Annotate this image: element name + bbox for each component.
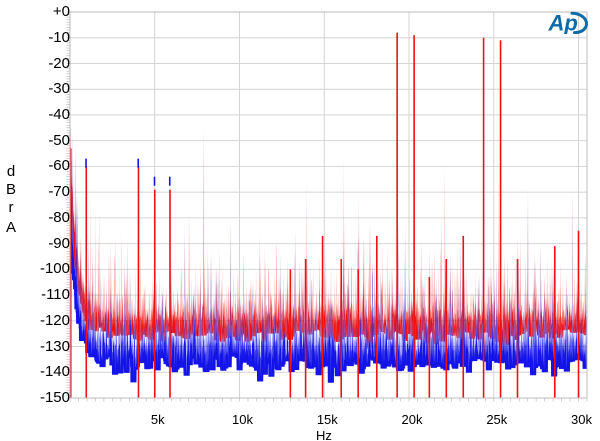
svg-text:Ap: Ap: [548, 11, 578, 35]
